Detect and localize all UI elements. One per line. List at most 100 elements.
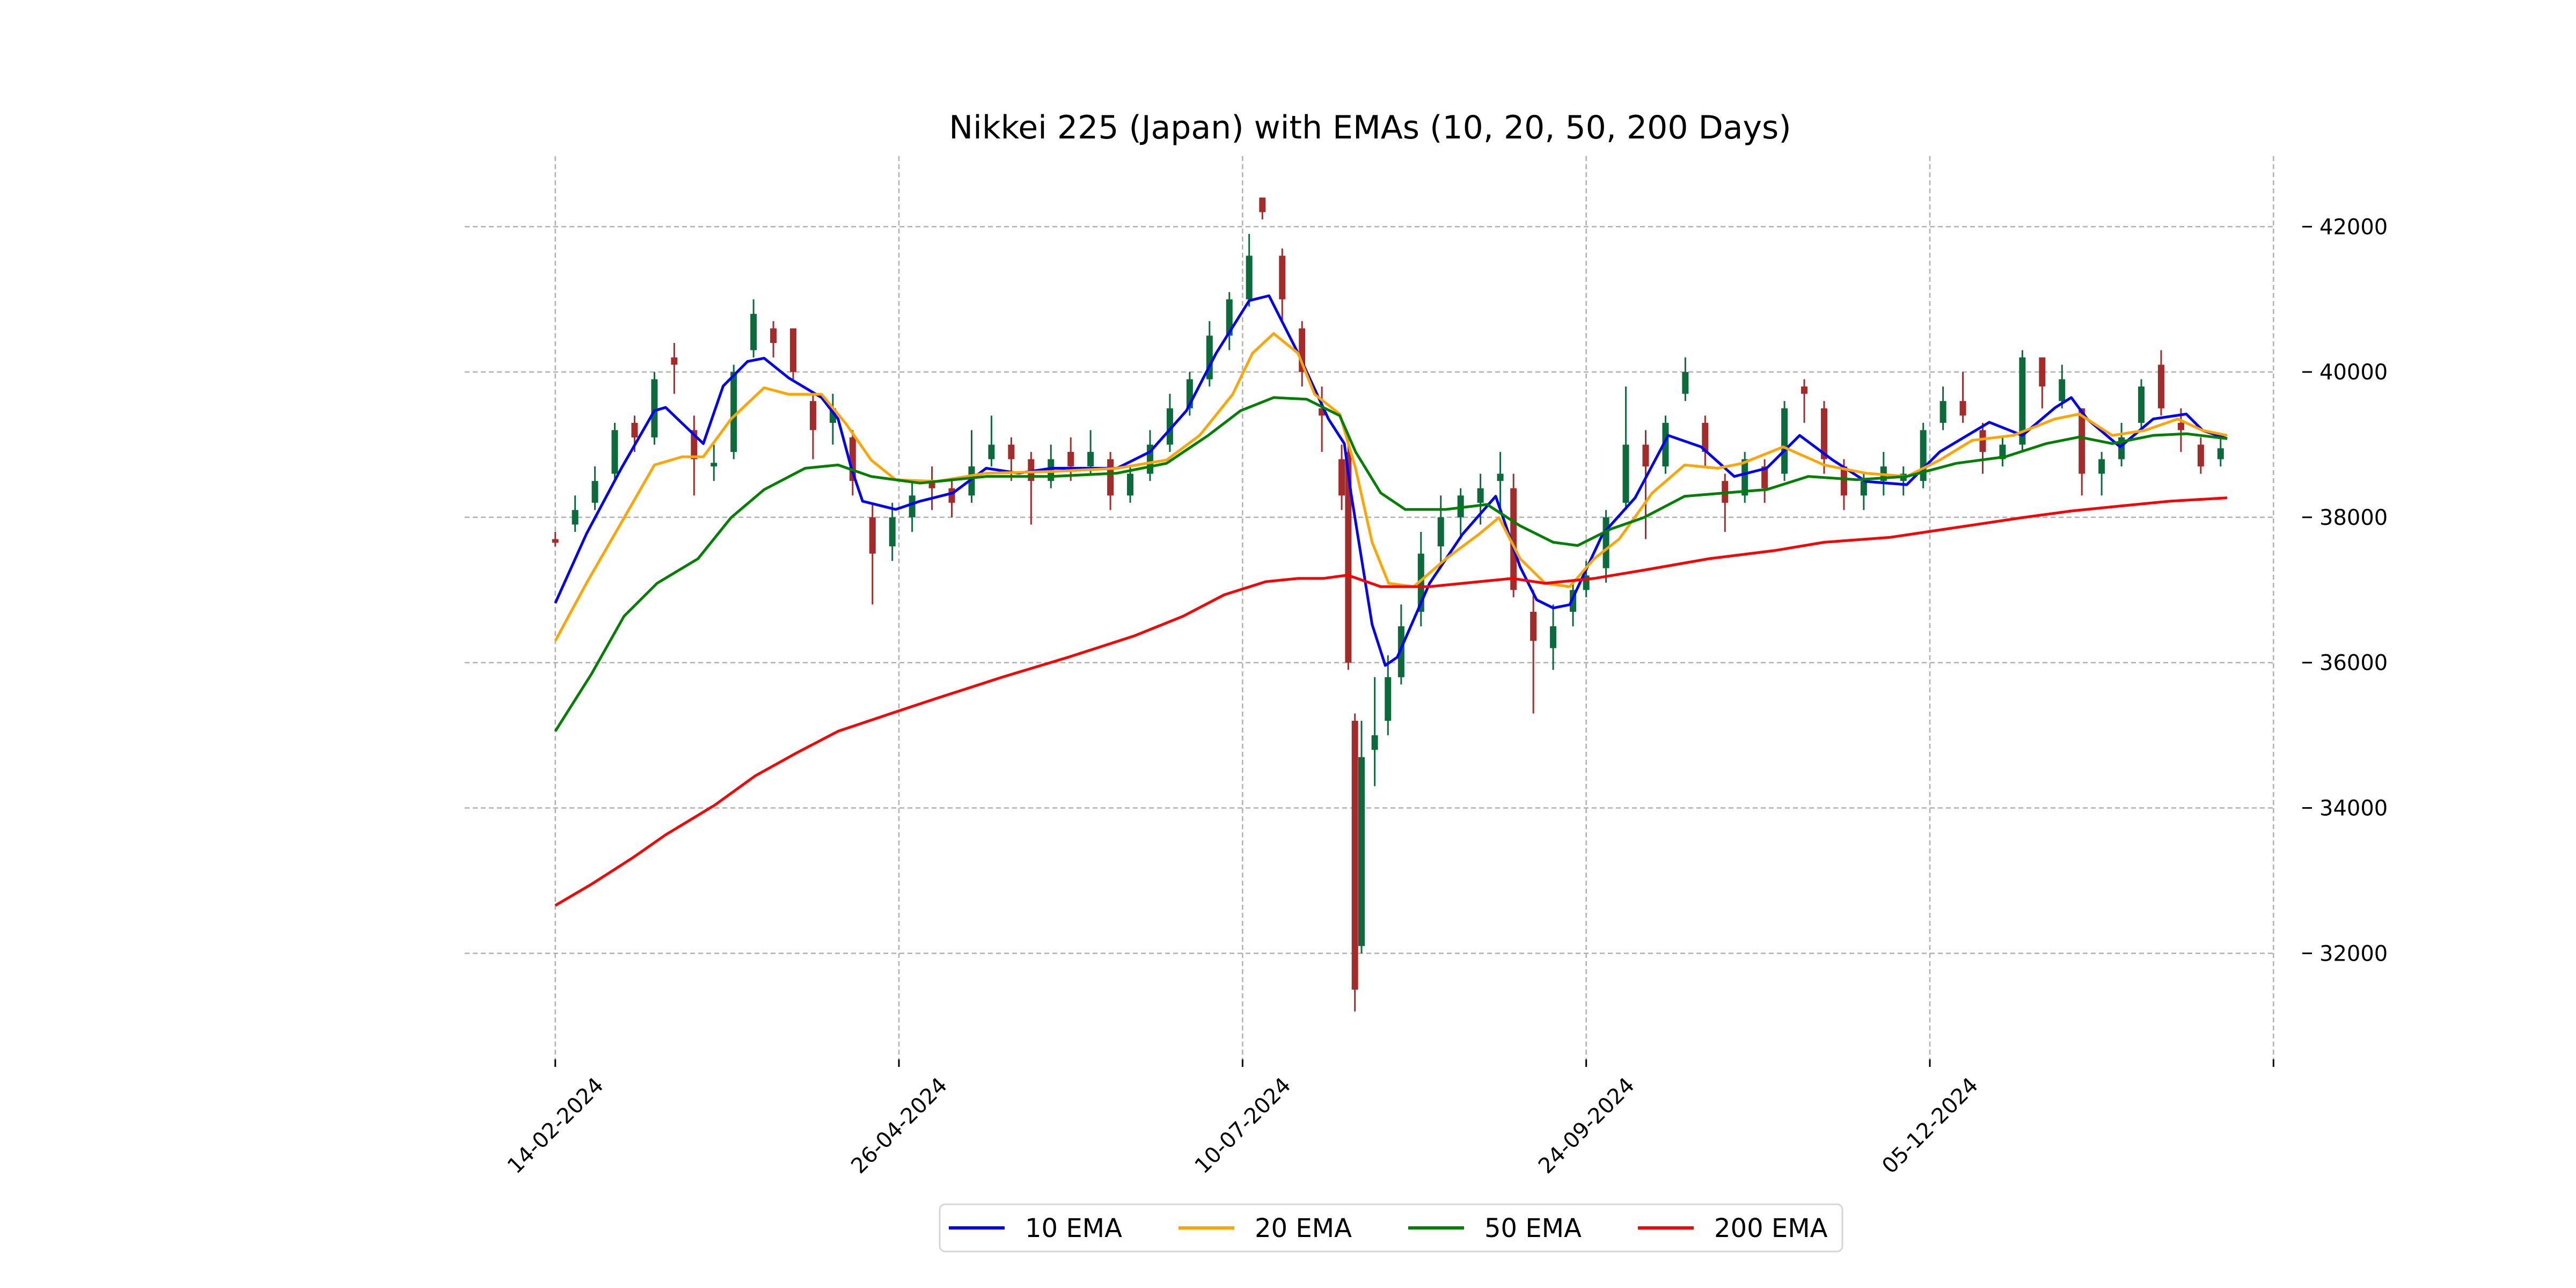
candle-body bbox=[809, 401, 816, 430]
candle-body bbox=[1127, 473, 1134, 496]
candle-body bbox=[552, 539, 559, 543]
candle-up bbox=[711, 444, 718, 481]
grid bbox=[465, 156, 2275, 1059]
candle-body bbox=[1801, 386, 1808, 394]
candle-body bbox=[572, 510, 579, 525]
candle-up bbox=[1087, 430, 1094, 474]
candle-up bbox=[2138, 379, 2145, 430]
candle-down bbox=[1702, 415, 1709, 467]
legend-label-200-ema: 200 EMA bbox=[1714, 1213, 1828, 1243]
candle-body bbox=[1642, 444, 1649, 467]
candle-down bbox=[671, 342, 678, 394]
candle-body bbox=[1530, 611, 1537, 641]
candle-up bbox=[1385, 655, 1392, 736]
y-tick-label: 32000 bbox=[2319, 941, 2388, 966]
candle-body bbox=[2079, 408, 2085, 474]
candle-body bbox=[1602, 517, 1609, 568]
candle-down bbox=[2197, 437, 2204, 474]
candle-body bbox=[1741, 459, 1748, 496]
candle-body bbox=[671, 357, 678, 365]
chart-title: Nikkei 225 (Japan) with EMAs (10, 20, 50… bbox=[949, 109, 1791, 147]
candle-body bbox=[1338, 459, 1345, 496]
candle-up bbox=[1920, 422, 1927, 488]
candle-body bbox=[1067, 452, 1074, 467]
candle-up bbox=[1662, 415, 1669, 474]
candle-up bbox=[730, 364, 737, 459]
candle-up bbox=[1550, 604, 1557, 670]
candle-body bbox=[1246, 255, 1253, 299]
candle-down bbox=[1259, 197, 1266, 219]
candle-body bbox=[968, 466, 975, 496]
candle-body bbox=[789, 328, 796, 372]
ema-line-10-ema bbox=[554, 294, 2228, 667]
candle-up bbox=[2059, 364, 2066, 408]
candle-body bbox=[1371, 735, 1378, 750]
legend-item-50-ema: 50 EMA bbox=[1408, 1213, 1582, 1243]
candle-body bbox=[711, 463, 718, 467]
candle-body bbox=[1820, 408, 1827, 459]
candle-body bbox=[1860, 481, 1867, 496]
candle-down bbox=[1067, 437, 1074, 481]
candle-up bbox=[572, 495, 579, 532]
legend: 10 EMA 20 EMA 50 EMA 200 EMA bbox=[939, 1203, 1843, 1253]
candle-up bbox=[1477, 473, 1484, 525]
candle-down bbox=[770, 321, 777, 358]
candle-down bbox=[869, 502, 876, 605]
candle-up bbox=[1682, 357, 1689, 401]
candle-body bbox=[1397, 626, 1404, 677]
ema-line-50-ema bbox=[554, 396, 2228, 732]
y-tick-label: 40000 bbox=[2319, 360, 2388, 385]
y-tick-label: 38000 bbox=[2319, 506, 2388, 530]
candle-body bbox=[1087, 452, 1094, 467]
candle-body bbox=[2138, 386, 2145, 423]
candle-body bbox=[1761, 466, 1768, 488]
ema-lines bbox=[554, 294, 2228, 907]
candle-down bbox=[2079, 408, 2085, 496]
candle-body bbox=[730, 372, 737, 452]
candle-up bbox=[1497, 452, 1504, 510]
candle-body bbox=[2217, 448, 2224, 459]
candle-body bbox=[1166, 408, 1173, 445]
candle-body bbox=[2197, 444, 2204, 467]
candle-body bbox=[1662, 422, 1669, 467]
candle-down bbox=[809, 393, 816, 459]
candle-down bbox=[2157, 350, 2164, 416]
candle-body bbox=[2019, 357, 2026, 445]
candle-body bbox=[1940, 401, 1946, 423]
candle-up bbox=[1246, 233, 1253, 307]
candle-up bbox=[1940, 386, 1946, 430]
candle-down bbox=[1510, 473, 1517, 597]
legend-box bbox=[939, 1203, 1843, 1253]
candle-down bbox=[1820, 401, 1827, 474]
candle-body bbox=[1682, 372, 1689, 394]
candle-body bbox=[1279, 255, 1286, 299]
y-tick-label: 42000 bbox=[2319, 215, 2388, 239]
ema-line-200-ema bbox=[554, 496, 2228, 907]
candle-body bbox=[611, 430, 618, 474]
candle-body bbox=[591, 481, 598, 503]
candle-body bbox=[1385, 677, 1392, 721]
candle-up bbox=[1741, 452, 1748, 503]
candle-up bbox=[591, 466, 598, 510]
legend-item-20-ema: 20 EMA bbox=[1179, 1213, 1352, 1243]
candle-body bbox=[1781, 408, 1788, 474]
candle-up bbox=[909, 481, 916, 532]
candle-body bbox=[1259, 197, 1266, 213]
y-tick-label: 34000 bbox=[2319, 796, 2388, 821]
legend-label-20-ema: 20 EMA bbox=[1255, 1213, 1352, 1243]
candle-body bbox=[1550, 626, 1557, 648]
candle-body bbox=[889, 517, 896, 547]
candle-up bbox=[1371, 677, 1378, 786]
candle-up bbox=[1226, 292, 1233, 350]
legend-label-50-ema: 50 EMA bbox=[1484, 1213, 1582, 1243]
candle-body bbox=[1358, 757, 1365, 946]
candle-down bbox=[2039, 357, 2046, 408]
candle-down bbox=[789, 328, 796, 379]
candle-body bbox=[651, 379, 658, 437]
candle-up bbox=[1622, 386, 1629, 510]
candle-down bbox=[1959, 372, 1966, 423]
candle-body bbox=[1622, 444, 1629, 503]
candle-down bbox=[1338, 444, 1345, 510]
